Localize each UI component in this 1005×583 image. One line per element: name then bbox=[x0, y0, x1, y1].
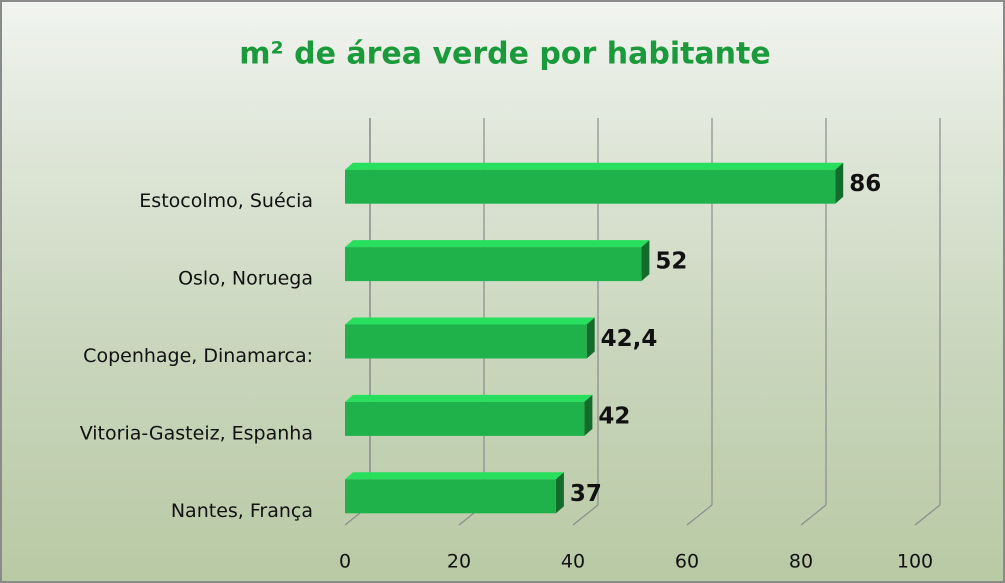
value-label: 42 bbox=[598, 403, 630, 429]
x-tick-label: 100 bbox=[897, 551, 933, 573]
bar bbox=[345, 247, 642, 282]
bar bbox=[345, 479, 556, 514]
bar-top bbox=[345, 162, 844, 170]
bar-side bbox=[584, 394, 593, 436]
x-tick-label: 20 bbox=[447, 551, 471, 573]
grid-floor-line bbox=[914, 504, 941, 526]
bar-side bbox=[555, 472, 564, 514]
y-tick-label: Copenhage, Dinamarca: bbox=[83, 345, 313, 367]
value-label: 52 bbox=[655, 249, 687, 275]
y-tick-label: Oslo, Noruega bbox=[178, 268, 313, 290]
bar-side bbox=[641, 240, 650, 282]
x-tick-label: 80 bbox=[789, 551, 813, 573]
bar-side bbox=[586, 317, 595, 359]
grid-floor-line bbox=[572, 504, 599, 526]
bar bbox=[345, 401, 585, 436]
value-label: 37 bbox=[570, 481, 602, 507]
bar-top bbox=[345, 472, 564, 480]
bar-top bbox=[345, 240, 650, 248]
bar-side bbox=[835, 162, 844, 204]
x-tick-label: 60 bbox=[675, 551, 699, 573]
grid-floor-line bbox=[800, 504, 827, 526]
y-tick-label: Vitoria-Gasteiz, Espanha bbox=[80, 422, 313, 444]
x-tick-label: 0 bbox=[339, 551, 351, 573]
y-tick-label: Estocolmo, Suécia bbox=[139, 190, 313, 212]
grid-floor-line bbox=[686, 504, 713, 526]
bar-top bbox=[345, 317, 595, 325]
y-tick-label: Nantes, França bbox=[171, 500, 313, 522]
x-tick-label: 40 bbox=[561, 551, 585, 573]
chart-title: m² de área verde por habitante bbox=[239, 37, 770, 72]
bar-top bbox=[345, 394, 593, 402]
bar bbox=[345, 169, 836, 204]
value-label: 42,4 bbox=[601, 326, 658, 352]
bar bbox=[345, 324, 587, 359]
value-label: 86 bbox=[849, 171, 881, 197]
